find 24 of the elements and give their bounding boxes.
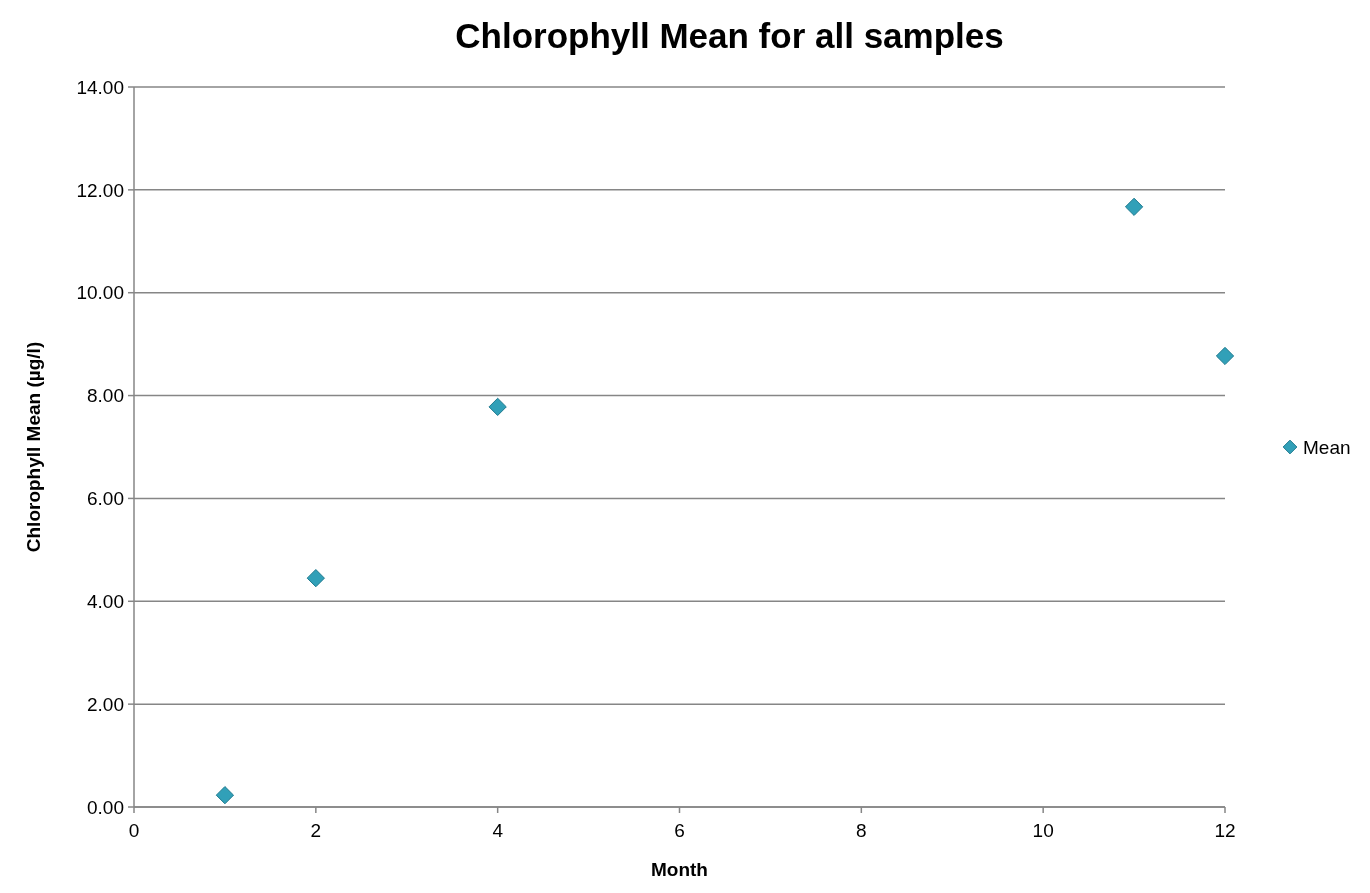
y-tick-label: 0.00 (87, 796, 124, 818)
y-tick-label: 14.00 (76, 76, 124, 98)
point (215, 786, 235, 805)
x-tick-label: 6 (674, 820, 685, 841)
y-tick-label: 12.00 (76, 179, 124, 201)
x-tick-label: 12 (1214, 820, 1236, 841)
legend-label: Mean (1303, 436, 1351, 458)
y-tick-label: 2.00 (87, 693, 124, 715)
x-tick-label: 4 (492, 820, 504, 841)
point (1124, 197, 1144, 216)
y-tick-label: 6.00 (87, 488, 124, 510)
chart-title: Chlorophyll Mean for all samples (455, 16, 1004, 55)
y-axis-title: Chlorophyll Mean (µg/l) (23, 341, 44, 553)
x-tick-label: 2 (310, 820, 322, 841)
point (1215, 346, 1235, 366)
y-tick-label: 10.00 (76, 282, 124, 304)
x-tick-label: 10 (1032, 820, 1054, 841)
y-tick-label: 4.00 (87, 590, 124, 612)
y-tick-label: 8.00 (87, 385, 124, 407)
point (488, 397, 507, 417)
point (306, 569, 325, 588)
x-tick-label: 0 (128, 820, 140, 841)
x-axis-title: Month (651, 859, 708, 880)
x-tick-label: 8 (856, 820, 867, 841)
